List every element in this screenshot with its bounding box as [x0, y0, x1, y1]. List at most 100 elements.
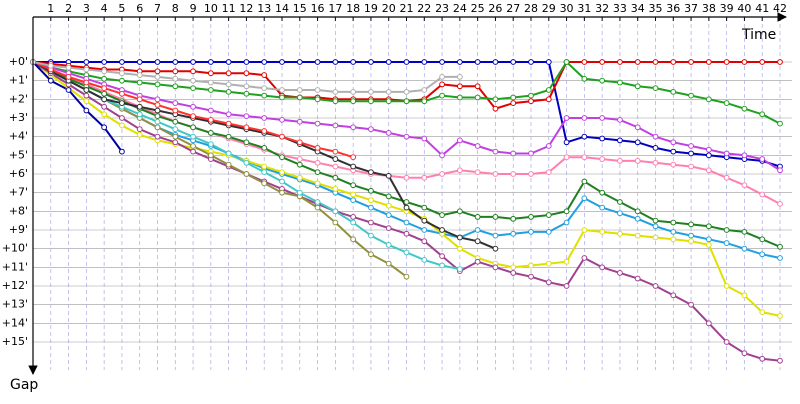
point-marker — [670, 59, 677, 65]
point-marker — [777, 243, 783, 250]
x-tick-label: 1 — [47, 2, 54, 15]
point-marker — [190, 124, 196, 131]
point-marker — [403, 273, 410, 280]
point-marker — [243, 70, 250, 77]
point-marker — [243, 113, 250, 120]
point-marker — [296, 189, 303, 196]
point-marker — [545, 143, 552, 149]
point-marker — [741, 245, 748, 252]
point-marker — [492, 105, 499, 112]
point-marker — [279, 133, 285, 140]
x-tick-label: 37 — [684, 2, 698, 15]
point-marker — [368, 98, 374, 105]
point-marker — [350, 182, 357, 189]
point-marker — [617, 137, 623, 144]
point-marker — [403, 98, 410, 105]
point-marker — [385, 88, 392, 95]
point-marker — [314, 59, 321, 65]
point-marker — [403, 88, 410, 95]
point-marker — [154, 102, 161, 108]
point-marker — [705, 96, 712, 103]
point-marker — [207, 70, 214, 77]
x-tick-label: 35 — [649, 2, 663, 15]
point-marker — [456, 137, 463, 144]
point-marker — [350, 88, 357, 95]
point-marker — [741, 59, 748, 65]
point-marker — [723, 240, 730, 246]
point-marker — [332, 148, 339, 155]
point-marker — [759, 59, 766, 65]
point-marker — [634, 208, 641, 215]
point-marker — [723, 150, 730, 157]
point-marker — [350, 197, 357, 204]
point-marker — [207, 116, 214, 123]
x-tick-label: 42 — [773, 2, 787, 15]
point-marker — [439, 74, 445, 80]
point-marker — [688, 301, 694, 308]
point-marker — [119, 122, 125, 129]
point-marker — [332, 163, 339, 170]
point-marker — [652, 223, 659, 230]
y-tick-label: +10' — [2, 242, 28, 255]
point-marker — [777, 357, 783, 364]
point-marker — [741, 105, 748, 112]
point-marker — [741, 152, 748, 159]
x-tick-label: 28 — [524, 2, 538, 15]
point-marker — [225, 111, 232, 118]
point-marker — [705, 320, 712, 327]
x-tick-label: 24 — [453, 2, 467, 15]
point-marker — [688, 238, 694, 245]
point-marker — [314, 87, 321, 93]
point-marker — [439, 92, 445, 99]
point-marker — [332, 98, 339, 105]
point-marker — [225, 70, 232, 77]
x-tick-label: 34 — [631, 2, 645, 15]
point-marker — [368, 219, 374, 226]
point-marker — [172, 139, 179, 146]
point-marker — [528, 171, 534, 177]
point-marker — [403, 59, 410, 65]
point-marker — [403, 204, 410, 211]
point-marker — [279, 87, 285, 93]
point-marker — [403, 133, 410, 140]
point-marker — [207, 152, 214, 159]
x-tick-label: 13 — [257, 2, 271, 15]
point-marker — [101, 75, 108, 82]
x-tick-label: 25 — [471, 2, 485, 15]
point-marker — [154, 113, 161, 120]
point-marker — [225, 161, 232, 168]
point-marker — [136, 131, 143, 138]
point-marker — [65, 64, 72, 71]
x-tick-label: 18 — [346, 2, 360, 15]
point-marker — [403, 199, 410, 205]
point-marker — [563, 154, 570, 161]
point-marker — [634, 215, 641, 222]
point-marker — [439, 59, 445, 65]
point-marker — [243, 139, 250, 146]
tick-group: +0' +1' +2' +3' +4' +5' +6' +7' +8' +9' +10' +11' +1… — [2, 2, 787, 348]
x-tick-label: 17 — [328, 2, 342, 15]
point-marker — [510, 270, 517, 276]
x-tick-label: 29 — [542, 2, 556, 15]
x-tick-label: 5 — [118, 2, 125, 15]
x-tick-label: 39 — [720, 2, 734, 15]
point-marker — [332, 122, 339, 129]
point-marker — [474, 238, 481, 245]
point-marker — [207, 107, 214, 114]
point-marker — [474, 83, 481, 90]
point-marker — [83, 66, 90, 73]
point-marker — [492, 59, 499, 65]
point-marker — [47, 62, 54, 69]
y-tick-label: +8' — [9, 204, 28, 217]
point-marker — [83, 59, 90, 65]
point-marker — [172, 68, 179, 75]
point-marker — [261, 115, 268, 121]
point-marker — [492, 214, 499, 220]
point-marker — [670, 236, 677, 243]
point-marker — [741, 182, 748, 189]
point-marker — [652, 144, 659, 151]
point-marker — [492, 264, 499, 271]
point-marker — [634, 275, 641, 282]
x-tick-label: 32 — [595, 2, 609, 15]
point-marker — [243, 90, 250, 97]
